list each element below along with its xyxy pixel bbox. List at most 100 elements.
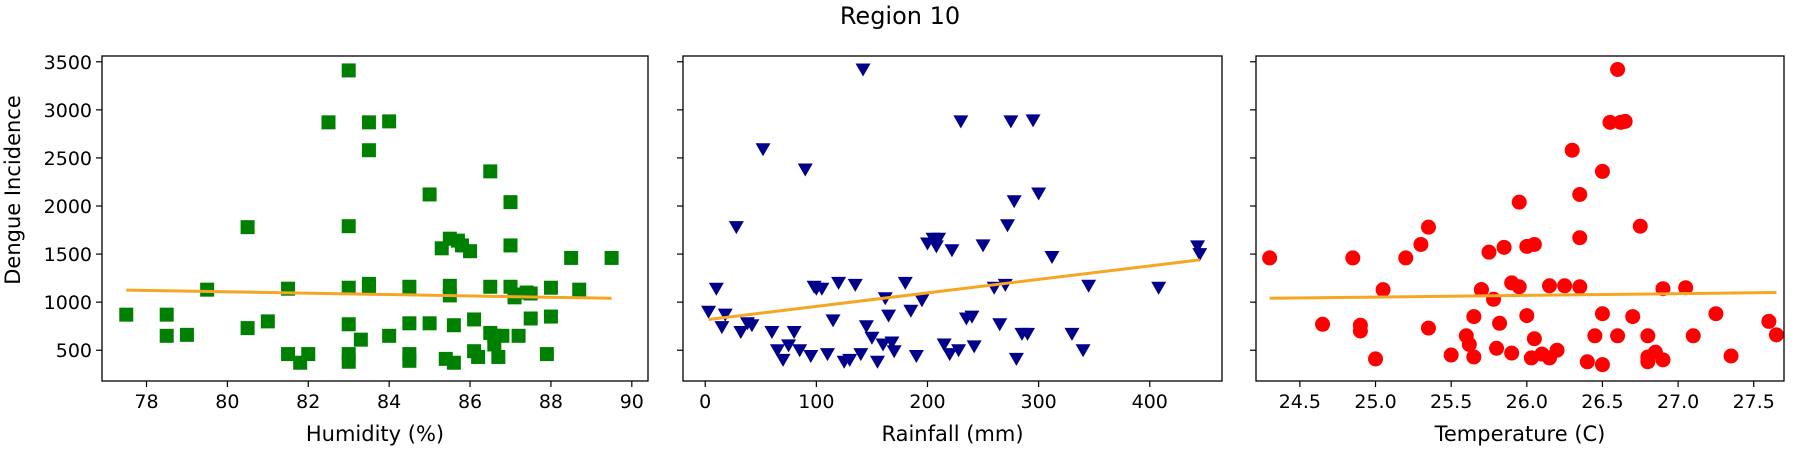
rainfall-point bbox=[819, 348, 835, 362]
rainfall-point bbox=[908, 350, 924, 363]
temperature-point bbox=[1594, 306, 1610, 322]
temperature-x-tick-label: 27.0 bbox=[1657, 391, 1699, 413]
temperature-point bbox=[1602, 114, 1618, 130]
humidity-point bbox=[321, 115, 336, 130]
rainfall-point bbox=[825, 314, 841, 328]
temperature-point bbox=[1685, 328, 1701, 344]
humidity-point bbox=[159, 307, 174, 322]
temperature-point bbox=[1496, 239, 1512, 255]
temperature-point bbox=[1466, 309, 1482, 325]
rainfall-point bbox=[884, 336, 900, 350]
temperature-point bbox=[1640, 328, 1656, 344]
temperature-point bbox=[1655, 352, 1671, 368]
rainfall-x-axis-label: Rainfall (mm) bbox=[881, 422, 1023, 446]
temperature-plot-frame bbox=[1255, 55, 1785, 382]
humidity-point bbox=[200, 282, 215, 297]
temperature-point bbox=[1504, 345, 1520, 361]
temperature-point bbox=[1481, 244, 1497, 260]
rainfall-point bbox=[903, 304, 919, 318]
rainfall-point bbox=[1025, 114, 1041, 128]
rainfall-point bbox=[897, 276, 913, 290]
temperature-point bbox=[1519, 308, 1535, 324]
rainfall-point bbox=[914, 294, 930, 308]
temperature-point bbox=[1708, 306, 1724, 322]
rainfall-point bbox=[1031, 187, 1047, 201]
humidity-point bbox=[511, 328, 526, 343]
humidity-point bbox=[341, 354, 356, 369]
humidity-x-axis-label: Humidity (%) bbox=[306, 422, 444, 446]
rainfall-point bbox=[847, 278, 863, 292]
humidity-x-tick-label: 82 bbox=[296, 391, 320, 413]
rainfall-point bbox=[781, 339, 797, 353]
rainfall-point bbox=[708, 282, 724, 296]
temperature-point bbox=[1352, 323, 1368, 339]
humidity-plot-frame bbox=[101, 55, 649, 382]
rainfall-point bbox=[931, 232, 947, 246]
rainfall-point bbox=[1192, 248, 1208, 262]
temperature-point bbox=[1542, 278, 1558, 294]
rainfall-x-tick-label: 400 bbox=[1132, 391, 1168, 413]
humidity-y-tick-label: 3000 bbox=[44, 100, 92, 122]
rainfall-point bbox=[936, 338, 952, 352]
humidity-y-tick-label: 2500 bbox=[44, 148, 92, 170]
humidity-point bbox=[422, 187, 437, 202]
rainfall-point bbox=[1003, 115, 1019, 129]
temperature-x-tick-label: 25.5 bbox=[1430, 391, 1472, 413]
rainfall-point bbox=[953, 115, 969, 129]
temperature-point bbox=[1345, 250, 1361, 266]
rainfall-point bbox=[964, 310, 980, 324]
temperature-scatter-panel: 24.5 25.0 25.5 26.0 26.5 27.0 27.5 Temperature … bbox=[1250, 55, 1785, 446]
humidity-y-tick-label: 500 bbox=[56, 340, 92, 362]
humidity-trend-line bbox=[126, 288, 612, 300]
rainfall-point bbox=[764, 325, 780, 339]
humidity-point bbox=[483, 164, 498, 179]
humidity-point bbox=[341, 280, 356, 295]
humidity-point bbox=[564, 250, 579, 265]
rainfall-point bbox=[881, 309, 897, 323]
rainfall-point bbox=[975, 239, 991, 253]
rainfall-point bbox=[853, 348, 869, 362]
humidity-point bbox=[402, 316, 417, 331]
humidity-point bbox=[523, 311, 538, 326]
humidity-y-tick-label: 2000 bbox=[44, 196, 92, 218]
rainfall-point bbox=[831, 276, 847, 290]
humidity-point bbox=[402, 279, 417, 294]
temperature-point bbox=[1398, 250, 1414, 266]
humidity-x-tick-label: 88 bbox=[539, 391, 563, 413]
rainfall-point bbox=[944, 244, 960, 258]
temperature-x-tick-label: 24.5 bbox=[1279, 391, 1321, 413]
temperature-point bbox=[1315, 316, 1331, 332]
rainfall-point bbox=[744, 319, 760, 333]
temperature-point bbox=[1557, 278, 1573, 294]
rainfall-point bbox=[733, 325, 749, 339]
rainfall-point bbox=[1000, 219, 1016, 233]
temperature-point bbox=[1466, 349, 1482, 365]
humidity-point bbox=[281, 347, 296, 362]
humidity-x-tick-label: 90 bbox=[620, 391, 644, 413]
temperature-point bbox=[1610, 328, 1626, 344]
humidity-point bbox=[240, 220, 255, 235]
rainfall-x-tick-label: 0 bbox=[699, 391, 711, 413]
temperature-point bbox=[1420, 320, 1436, 336]
temperature-point bbox=[1526, 236, 1542, 252]
humidity-point bbox=[539, 347, 554, 362]
humidity-point bbox=[463, 244, 478, 259]
rainfall-point bbox=[1081, 279, 1097, 293]
shared-y-axis-label: Dengue Incidence bbox=[1, 95, 25, 285]
rainfall-point bbox=[951, 344, 967, 358]
rainfall-trend-line bbox=[708, 258, 1200, 321]
humidity-point bbox=[495, 328, 510, 343]
temperature-point bbox=[1413, 236, 1429, 252]
humidity-y-tick-label: 1500 bbox=[44, 244, 92, 266]
humidity-point bbox=[361, 115, 376, 130]
temperature-x-tick-label: 25.0 bbox=[1354, 391, 1396, 413]
humidity-point bbox=[402, 353, 417, 368]
temperature-point bbox=[1625, 309, 1641, 325]
rainfall-x-tick-label: 100 bbox=[798, 391, 834, 413]
humidity-point bbox=[382, 328, 397, 343]
temperature-point bbox=[1678, 280, 1694, 296]
rainfall-point bbox=[1044, 250, 1060, 264]
humidity-point bbox=[382, 114, 397, 129]
rainfall-point bbox=[966, 340, 982, 354]
temperature-point bbox=[1375, 282, 1391, 298]
